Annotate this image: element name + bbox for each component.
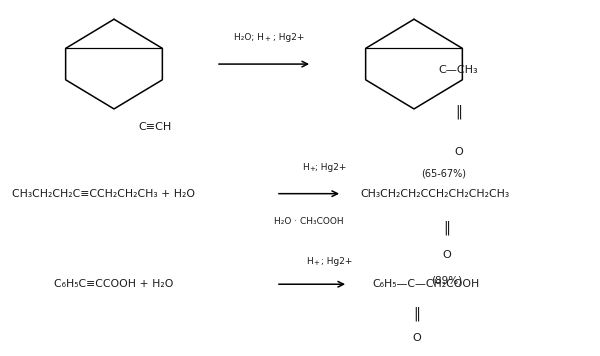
Text: C—CH₃: C—CH₃	[438, 66, 478, 75]
Text: O: O	[413, 333, 421, 343]
Text: ; Hg2+: ; Hg2+	[315, 163, 346, 172]
Text: C≡CH: C≡CH	[138, 122, 171, 132]
Text: CH₃CH₂CH₂C≡CCH₂CH₂CH₃ + H₂O: CH₃CH₂CH₂C≡CCH₂CH₂CH₃ + H₂O	[12, 189, 195, 199]
Text: +: +	[264, 36, 270, 42]
Text: ‖: ‖	[413, 307, 421, 321]
Text: H₂O; H: H₂O; H	[234, 33, 264, 42]
Text: O: O	[443, 250, 451, 260]
Text: +: +	[313, 260, 319, 266]
Text: H: H	[302, 163, 309, 172]
Text: C₆H₅—C—CH₂COOH: C₆H₅—C—CH₂COOH	[372, 279, 479, 289]
Text: ; Hg2+: ; Hg2+	[321, 257, 352, 266]
Text: (65-67%): (65-67%)	[421, 168, 467, 178]
Text: O: O	[455, 147, 463, 157]
Text: ‖: ‖	[443, 221, 451, 235]
Text: C₆H₅C≡CCOOH + H₂O: C₆H₅C≡CCOOH + H₂O	[54, 279, 173, 289]
Text: H₂O · CH₃COOH: H₂O · CH₃COOH	[274, 217, 344, 226]
Text: (89%): (89%)	[431, 276, 463, 286]
Text: H: H	[307, 257, 313, 266]
Text: +: +	[309, 166, 315, 172]
Text: ; Hg2+: ; Hg2+	[273, 33, 304, 42]
Text: CH₃CH₂CH₂CCH₂CH₂CH₂CH₃: CH₃CH₂CH₂CCH₂CH₂CH₂CH₃	[360, 189, 509, 199]
Text: ‖: ‖	[455, 105, 463, 119]
